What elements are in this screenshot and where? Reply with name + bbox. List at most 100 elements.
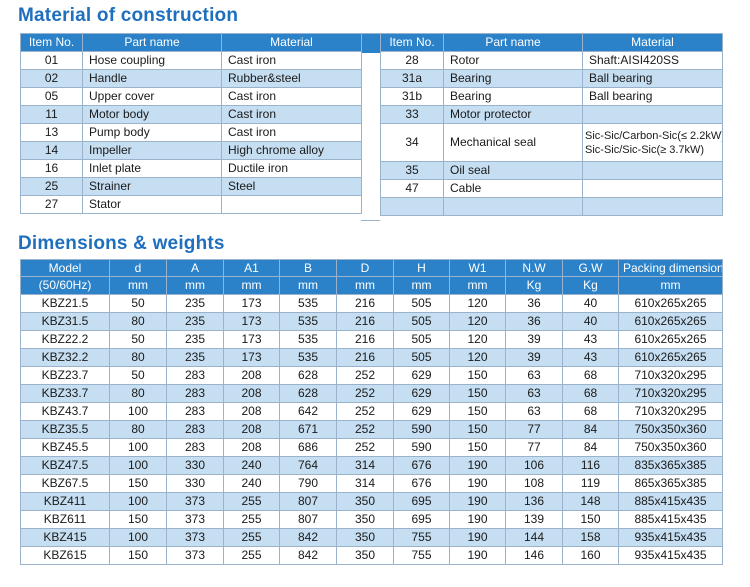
material-cell: Cast iron xyxy=(221,105,362,124)
material-cell xyxy=(221,195,362,214)
value-cell: 120 xyxy=(449,330,506,349)
table-row: KBZ31.5 80 235 173 535 216 505 120 36 40 610x265x2… xyxy=(20,312,723,331)
value-cell: 283 xyxy=(166,366,224,385)
unit-cell: mm xyxy=(279,276,337,295)
model-cell: KBZ611 xyxy=(20,510,110,529)
part-name-cell: Strainer xyxy=(82,177,222,196)
value-cell: 100 xyxy=(109,402,167,421)
part-name-cell: Bearing xyxy=(443,87,583,106)
value-cell: 136 xyxy=(505,492,563,511)
item-no-cell: 47 xyxy=(380,179,444,198)
table-row: KBZ21.5 50 235 173 535 216 505 120 36 40 610x265x2… xyxy=(20,294,723,313)
header-nw: N.W xyxy=(505,259,563,277)
value-cell: 80 xyxy=(109,384,167,403)
value-cell: 350 xyxy=(336,510,394,529)
part-name-cell: Motor body xyxy=(82,105,222,124)
value-cell: 283 xyxy=(166,384,224,403)
part-name-cell: Motor protector xyxy=(443,105,583,124)
table-row: 14 Impeller High chrome alloy xyxy=(20,141,362,160)
value-cell: 208 xyxy=(223,384,280,403)
value-cell: 100 xyxy=(109,528,167,547)
model-cell: KBZ21.5 xyxy=(20,294,110,313)
value-cell: 610x265x265 xyxy=(618,312,723,331)
table-row: 33 Motor protector xyxy=(380,105,723,124)
value-cell: 750x350x360 xyxy=(618,438,723,457)
value-cell: 252 xyxy=(336,420,394,439)
value-cell: 208 xyxy=(223,420,280,439)
value-cell: 100 xyxy=(109,492,167,511)
value-cell: 835x365x385 xyxy=(618,456,723,475)
table-row: KBZ33.7 80 283 208 628 252 629 150 63 68 710x320x2… xyxy=(20,384,723,403)
value-cell: 252 xyxy=(336,366,394,385)
value-cell: 216 xyxy=(336,294,394,313)
value-cell: 240 xyxy=(223,474,280,493)
value-cell: 150 xyxy=(449,384,506,403)
value-cell: 240 xyxy=(223,456,280,475)
value-cell: 590 xyxy=(393,420,450,439)
value-cell: 373 xyxy=(166,546,224,565)
material-cell: Ball bearing xyxy=(582,69,723,88)
value-cell: 330 xyxy=(166,474,224,493)
header-model: Model xyxy=(20,259,110,277)
header-dd: D xyxy=(336,259,394,277)
value-cell: 80 xyxy=(109,348,167,367)
value-cell: 314 xyxy=(336,456,394,475)
value-cell: 190 xyxy=(449,474,506,493)
item-no-cell: 27 xyxy=(20,195,83,214)
header-a: A xyxy=(166,259,224,277)
table-row: KBZ22.2 50 235 173 535 216 505 120 39 43 610x265x2… xyxy=(20,330,723,349)
value-cell: 373 xyxy=(166,528,224,547)
unit-cell: Kg xyxy=(562,276,619,295)
value-cell: 750x350x360 xyxy=(618,420,723,439)
value-cell: 610x265x265 xyxy=(618,330,723,349)
model-cell: KBZ31.5 xyxy=(20,312,110,331)
part-name-cell: Pump body xyxy=(82,123,222,142)
material-cell: Cast iron xyxy=(221,87,362,106)
value-cell: 235 xyxy=(166,330,224,349)
table-row xyxy=(380,197,723,216)
value-cell: 790 xyxy=(279,474,337,493)
value-cell: 208 xyxy=(223,438,280,457)
table-row: KBZ411 100 373 255 807 350 695 190 136 148 885x415… xyxy=(20,492,723,511)
value-cell: 173 xyxy=(223,348,280,367)
value-cell: 173 xyxy=(223,330,280,349)
header-h: H xyxy=(393,259,450,277)
value-cell: 208 xyxy=(223,366,280,385)
part-name-cell: Impeller xyxy=(82,141,222,160)
header-d: d xyxy=(109,259,167,277)
item-no-cell: 16 xyxy=(20,159,83,178)
value-cell: 150 xyxy=(109,510,167,529)
value-cell: 190 xyxy=(449,546,506,565)
material-line: Sic-Sic/Carbon-Sic(≤ 2.2kW) xyxy=(585,129,723,142)
value-cell: 885x415x435 xyxy=(618,510,723,529)
header-part-name: Part name xyxy=(82,33,222,52)
value-cell: 50 xyxy=(109,330,167,349)
part-name-cell: Stator xyxy=(82,195,222,214)
value-cell: 252 xyxy=(336,384,394,403)
value-cell: 252 xyxy=(336,438,394,457)
value-cell: 150 xyxy=(449,402,506,421)
material-cell: High chrome alloy xyxy=(221,141,362,160)
value-cell: 642 xyxy=(279,402,337,421)
value-cell: 865x365x385 xyxy=(618,474,723,493)
material-cell: Sic-Sic/Carbon-Sic(≤ 2.2kW) Sic-Sic/Sic-S… xyxy=(582,123,723,162)
value-cell: 63 xyxy=(505,384,563,403)
value-cell: 628 xyxy=(279,384,337,403)
value-cell: 100 xyxy=(109,438,167,457)
model-cell: KBZ33.7 xyxy=(20,384,110,403)
part-name-cell: Oil seal xyxy=(443,161,583,180)
value-cell: 40 xyxy=(562,294,619,313)
table-row: KBZ35.5 80 283 208 671 252 590 150 77 84 750x350x3… xyxy=(20,420,723,439)
part-name-cell: Rotor xyxy=(443,51,583,70)
value-cell: 842 xyxy=(279,528,337,547)
table-row: 16 Inlet plate Ductile iron xyxy=(20,159,362,178)
value-cell: 505 xyxy=(393,330,450,349)
value-cell: 216 xyxy=(336,330,394,349)
value-cell: 505 xyxy=(393,294,450,313)
unit-cell: mm xyxy=(449,276,506,295)
value-cell: 935x415x435 xyxy=(618,546,723,565)
value-cell: 710x320x295 xyxy=(618,402,723,421)
value-cell: 39 xyxy=(505,348,563,367)
value-cell: 330 xyxy=(166,456,224,475)
value-cell: 173 xyxy=(223,312,280,331)
